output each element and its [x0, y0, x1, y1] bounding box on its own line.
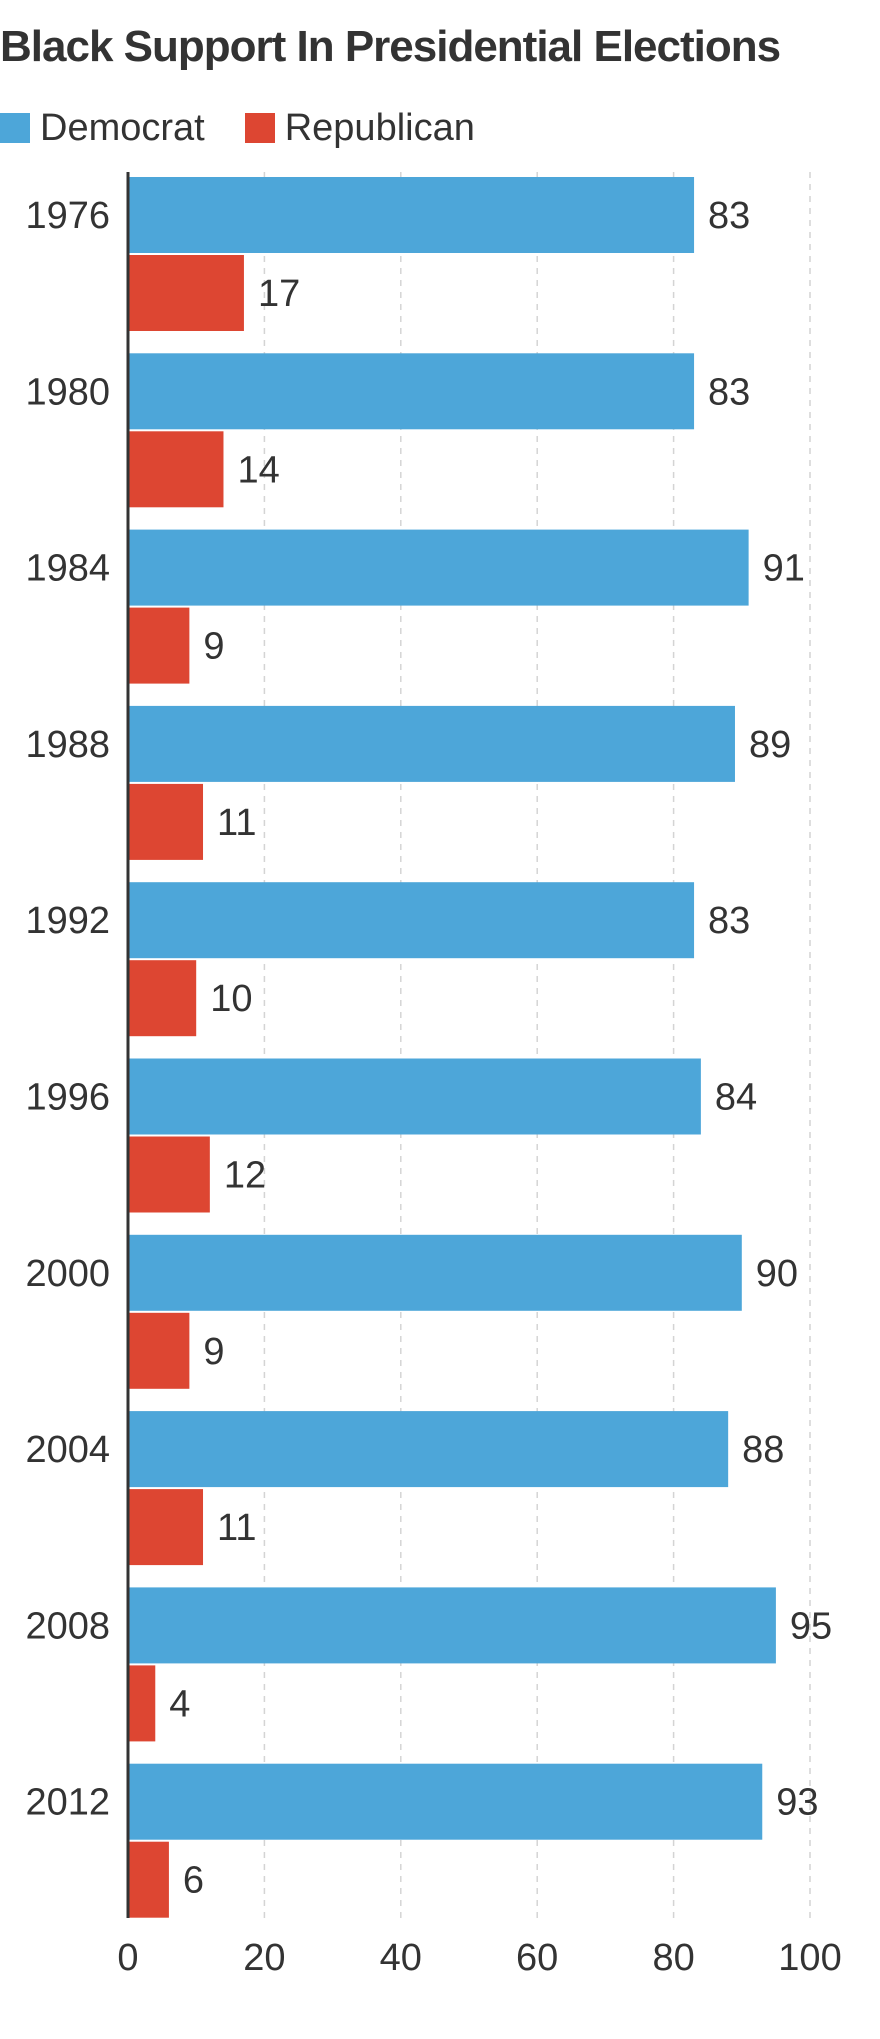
value-label-democrat-1980: 83	[708, 371, 750, 413]
value-label-democrat-1976: 83	[708, 195, 750, 237]
category-label-2000: 2000	[25, 1253, 110, 1295]
bar-republican-2012	[128, 1841, 169, 1918]
bar-republican-2000	[128, 1312, 190, 1389]
value-label-republican-1992: 10	[210, 978, 252, 1020]
bar-republican-1984	[128, 607, 190, 684]
category-label-1988: 1988	[25, 724, 110, 766]
bar-republican-2004	[128, 1489, 204, 1566]
bar-republican-1980	[128, 431, 224, 508]
value-label-republican-2004: 11	[217, 1507, 256, 1549]
value-label-republican-2012: 6	[183, 1860, 204, 1902]
bar-democrat-1988	[128, 705, 735, 782]
value-label-democrat-2012: 93	[776, 1782, 818, 1824]
bar-democrat-2004	[128, 1411, 729, 1488]
x-tick-label-0: 0	[117, 1937, 138, 1979]
category-label-2004: 2004	[25, 1429, 110, 1471]
category-label-2012: 2012	[25, 1782, 110, 1824]
legend-swatch-republican	[244, 113, 275, 143]
legend: Democrat Republican	[0, 106, 515, 150]
bar-democrat-1976	[128, 177, 695, 253]
value-label-republican-2000: 9	[203, 1331, 224, 1373]
bar-republican-1996	[128, 1136, 210, 1213]
x-tick-label-100: 100	[778, 1937, 841, 1979]
category-label-1996: 1996	[25, 1077, 110, 1119]
x-tick-label-40: 40	[380, 1937, 422, 1979]
bar-democrat-2012	[128, 1763, 763, 1840]
x-tick-label-20: 20	[243, 1937, 285, 1979]
legend-item-republican: Republican	[244, 106, 475, 150]
bar-republican-1988	[128, 783, 204, 860]
value-label-republican-2008: 4	[169, 1683, 190, 1725]
x-tick-label-80: 80	[652, 1937, 694, 1979]
bar-democrat-1996	[128, 1058, 701, 1135]
bar-republican-2008	[128, 1665, 156, 1742]
bar-democrat-2000	[128, 1234, 742, 1311]
value-label-republican-1988: 11	[217, 802, 256, 844]
bar-democrat-1984	[128, 529, 749, 606]
legend-swatch-democrat	[0, 113, 30, 143]
value-label-republican-1980: 14	[237, 449, 279, 491]
category-label-1992: 1992	[25, 900, 110, 942]
category-label-2008: 2008	[25, 1605, 110, 1647]
value-label-democrat-1988: 89	[749, 724, 791, 766]
category-label-1976: 1976	[25, 195, 110, 237]
x-tick-label-60: 60	[516, 1937, 558, 1979]
value-label-republican-1996: 12	[224, 1155, 266, 1197]
category-label-1980: 1980	[25, 371, 110, 413]
bar-democrat-1992	[128, 882, 695, 959]
bar-democrat-1980	[128, 353, 695, 430]
legend-item-democrat: Democrat	[0, 107, 205, 150]
bar-republican-1992	[128, 960, 197, 1037]
value-label-republican-1984: 9	[203, 626, 224, 668]
value-label-republican-1976: 17	[258, 273, 300, 315]
bar-democrat-2008	[128, 1587, 776, 1664]
legend-label-democrat: Democrat	[40, 106, 205, 149]
value-label-democrat-2000: 90	[756, 1253, 798, 1295]
value-label-democrat-1996: 84	[715, 1077, 757, 1119]
value-label-democrat-2008: 95	[790, 1605, 832, 1647]
value-label-democrat-1992: 83	[708, 900, 750, 942]
value-label-democrat-2004: 88	[742, 1429, 784, 1471]
chart-title: Black Support In Presidential Elections	[0, 22, 781, 71]
legend-label-republican: Republican	[284, 106, 475, 149]
category-label-1984: 1984	[25, 548, 110, 590]
bar-republican-1976	[128, 255, 244, 331]
value-label-democrat-1984: 91	[763, 548, 805, 590]
